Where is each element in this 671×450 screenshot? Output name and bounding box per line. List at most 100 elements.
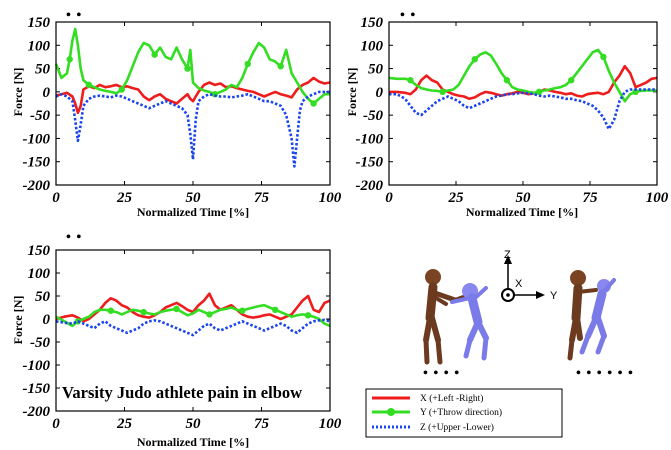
- panel-3-series-y-marker: [272, 306, 279, 313]
- panel-2-y-axis-label: Force [N]: [345, 68, 359, 117]
- panel-2-series-y-marker: [632, 88, 639, 96]
- panel-1-y-tick-label: 150: [28, 15, 51, 31]
- chart-panel-1: • • Force [N] Normalized Time [%] 150 100…: [11, 8, 342, 219]
- panel-3-series-x-line: [55, 292, 331, 323]
- x-axis-label: X: [515, 278, 523, 290]
- panel-1-x-tick-label: 50: [186, 190, 202, 206]
- panel-2-x-axis-label: Normalized Time [%]: [466, 205, 578, 219]
- panel-2-y-tick-label: 100: [361, 38, 384, 54]
- panel-2-x-tick-label: 75: [583, 190, 599, 206]
- chart-panel-2: • • Force [N] Normalized Time [%] 150 100…: [345, 8, 669, 219]
- panel-1-series-y-line: [54, 27, 330, 105]
- pose-2-caption: • • • • • •: [576, 366, 634, 381]
- legend-label-x: X (+Left -Right): [420, 393, 483, 404]
- athlete-right-blue-2: [579, 278, 616, 355]
- panel-3-y-tick-label: -100: [23, 358, 51, 374]
- pose-1-caption: • • • •: [423, 366, 460, 381]
- panel-3-series-y-marker: [140, 308, 147, 316]
- panel-3-series-y-line: [55, 303, 331, 328]
- panel-2-x-tick-label: 0: [385, 190, 393, 206]
- panel-1-series-y-marker: [277, 63, 284, 70]
- panel-1-series-y-marker: [244, 60, 251, 68]
- panel-2-y-tick-label: 150: [361, 15, 384, 31]
- panel-1-series-y-marker: [66, 56, 73, 63]
- chart-panel-3: • • Force [N] Normalized Time [%] 150 100…: [11, 230, 342, 449]
- panel-3-y-tick-label: 50: [35, 289, 51, 305]
- panel-1-plot-frame: [55, 21, 331, 186]
- panel-3-y-axis-label: Force [N]: [11, 296, 25, 345]
- panel-3-x-tick-label: 50: [186, 416, 202, 432]
- panel-1-y-tick-label: 0: [43, 85, 51, 101]
- panel-1-y-tick-label: -200: [23, 178, 51, 194]
- chart-annotation: Varsity Judo athlete pain in elbow: [62, 383, 302, 402]
- legend-label-y: Y (+Throw direction): [420, 407, 502, 418]
- y-arrowhead: [536, 291, 545, 299]
- panel-1-y-tick-label: 50: [35, 62, 51, 78]
- panel-3-x-tick-label: 0: [52, 416, 60, 432]
- panel-3-series-y-marker: [304, 312, 312, 319]
- panel-3-x-tick-label: 75: [254, 416, 270, 432]
- panel-3-series-y-marker: [239, 307, 246, 314]
- panel-2-series-y-marker: [471, 56, 478, 63]
- panel-1-x-tick-label: 100: [319, 190, 342, 206]
- panel-1-y-tick-label: 100: [28, 38, 51, 54]
- panel-1-series-y-marker: [85, 81, 93, 89]
- panel-3-series-z-line: [55, 318, 331, 337]
- panel-3-y-tick-label: -50: [30, 335, 50, 351]
- panel-3-y-tick-label: 100: [28, 266, 51, 282]
- panel-2-y-tick-label: 0: [376, 85, 384, 101]
- z-axis-label: Z: [504, 249, 511, 261]
- panel-1-x-tick-label: 25: [116, 190, 133, 206]
- panel-3-x-tick-label: 25: [116, 416, 133, 432]
- panel-2-y-tick-label: -150: [356, 155, 384, 171]
- panel-1-y-tick-label: -100: [23, 131, 51, 147]
- panel-2-header: • •: [400, 8, 416, 23]
- panel-2-y-tick-label: -50: [363, 108, 383, 124]
- x-axis-dot: [506, 293, 510, 297]
- legend: X (+Left -Right) Y (+Throw direction) Z …: [365, 388, 563, 438]
- panel-2-plot-frame: [388, 21, 658, 186]
- legend-swatch-y-marker: [387, 408, 395, 416]
- panel-3-header: • •: [66, 230, 82, 245]
- legend-label-z: Z (+Upper -Lower): [420, 422, 494, 433]
- panel-1-series-y-marker: [184, 65, 191, 72]
- athlete-left-brown-2: [567, 270, 598, 361]
- panel-1-series-y-marker: [118, 86, 125, 93]
- panel-3-y-tick-label: 150: [28, 243, 51, 259]
- panel-1-y-tick-label: -50: [30, 108, 50, 124]
- panel-1-header: • •: [66, 8, 82, 23]
- panel-1-y-tick-label: -150: [23, 155, 51, 171]
- panel-2-x-tick-label: 50: [516, 190, 532, 206]
- panel-3-series-y-marker: [206, 311, 213, 318]
- panel-1-x-tick-label: 75: [254, 190, 270, 206]
- panel-2-x-tick-label: 100: [646, 190, 669, 206]
- panel-1-series-z-line: [55, 90, 330, 168]
- panel-2-series-y-marker: [503, 77, 511, 84]
- panel-2-y-tick-label: -100: [356, 131, 384, 147]
- panel-3-plot-frame: [55, 249, 331, 412]
- panel-2-series-y-marker: [600, 53, 607, 61]
- panel-2-y-tick-label: 50: [368, 62, 384, 78]
- panel-1-x-axis-label: Normalized Time [%]: [137, 205, 249, 219]
- panel-3-x-tick-label: 100: [319, 416, 342, 432]
- pose-figure-1: • • • •: [423, 269, 489, 381]
- panel-1-x-tick-label: 0: [52, 190, 60, 206]
- coordinate-axes-icon: Z X Y: [501, 249, 558, 302]
- athlete-right-blue: [450, 283, 489, 361]
- panel-3-y-tick-label: -150: [23, 381, 51, 397]
- panel-2-series-z-line: [389, 88, 657, 131]
- athlete-left-brown: [423, 269, 468, 365]
- pose-figure-2: • • • • • •: [567, 270, 634, 381]
- panel-3-y-tick-label: -200: [23, 404, 51, 420]
- panel-3-x-axis-label: Normalized Time [%]: [137, 435, 249, 449]
- panel-2-x-tick-label: 25: [448, 190, 465, 206]
- panel-3-y-tick-label: 0: [43, 312, 51, 328]
- panel-2-series-y-marker: [535, 88, 543, 96]
- panel-1-series-y-marker: [310, 100, 317, 107]
- y-axis-label: Y: [550, 290, 558, 302]
- panel-2-series-y-marker: [439, 88, 446, 96]
- panel-2-series-y-line: [388, 48, 657, 103]
- panel-1-y-axis-label: Force [N]: [11, 68, 25, 117]
- panel-2-y-tick-label: -200: [356, 178, 384, 194]
